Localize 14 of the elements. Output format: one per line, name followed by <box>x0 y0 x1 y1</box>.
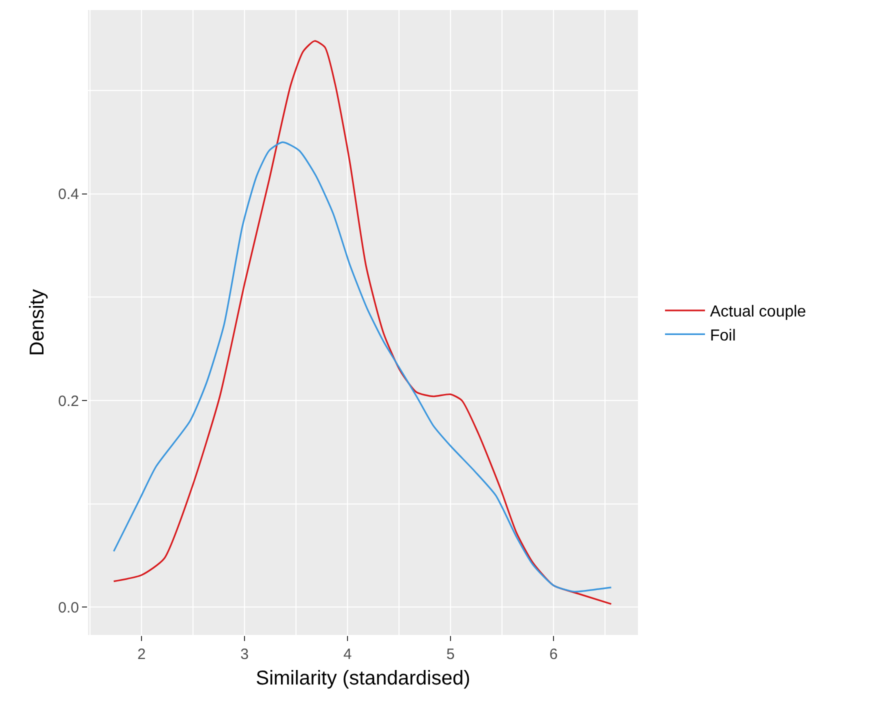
x-tick-label: 3 <box>240 646 249 663</box>
x-tick-label: 6 <box>549 646 558 663</box>
line-series <box>112 141 612 592</box>
x-axis-title: Similarity (standardised) <box>256 668 470 690</box>
y-tick-label: 0.2 <box>58 392 79 410</box>
y-tick-label: 0.4 <box>58 186 79 204</box>
y-axis-title: Density <box>26 289 49 356</box>
line-series <box>112 40 612 605</box>
legend-label: Foil <box>710 327 736 344</box>
x-tick-label: 2 <box>137 646 146 663</box>
y-tick-label: 0.0 <box>58 599 79 616</box>
legend-label: Actual couple <box>710 304 806 321</box>
x-tick-label: 5 <box>446 646 455 663</box>
x-tick-label: 4 <box>343 646 352 663</box>
